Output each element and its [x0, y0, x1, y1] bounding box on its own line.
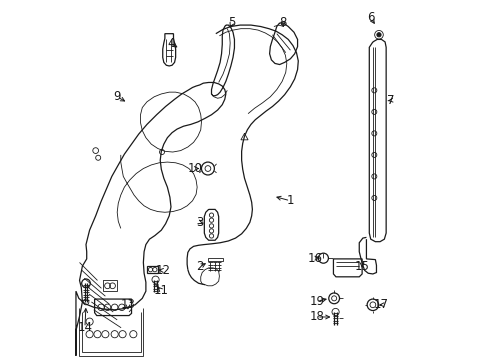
Text: 6: 6	[366, 12, 374, 24]
Text: 5: 5	[228, 17, 235, 30]
Text: 8: 8	[279, 17, 286, 30]
Bar	[147, 266, 158, 273]
Text: 19: 19	[309, 295, 324, 308]
Text: 3: 3	[196, 216, 203, 229]
Text: 10: 10	[187, 162, 202, 175]
Text: 12: 12	[155, 264, 170, 277]
Text: 1: 1	[286, 194, 294, 207]
Text: 17: 17	[373, 298, 388, 311]
Text: 2: 2	[196, 260, 203, 273]
Text: 9: 9	[113, 90, 121, 103]
Text: 13: 13	[120, 298, 135, 311]
Text: 11: 11	[154, 284, 168, 297]
Text: 4: 4	[167, 36, 174, 50]
Text: 7: 7	[386, 94, 394, 107]
Text: 15: 15	[354, 260, 369, 273]
Circle shape	[376, 33, 380, 37]
Text: 16: 16	[307, 252, 323, 265]
Text: 14: 14	[77, 321, 92, 334]
Text: 18: 18	[309, 310, 324, 324]
